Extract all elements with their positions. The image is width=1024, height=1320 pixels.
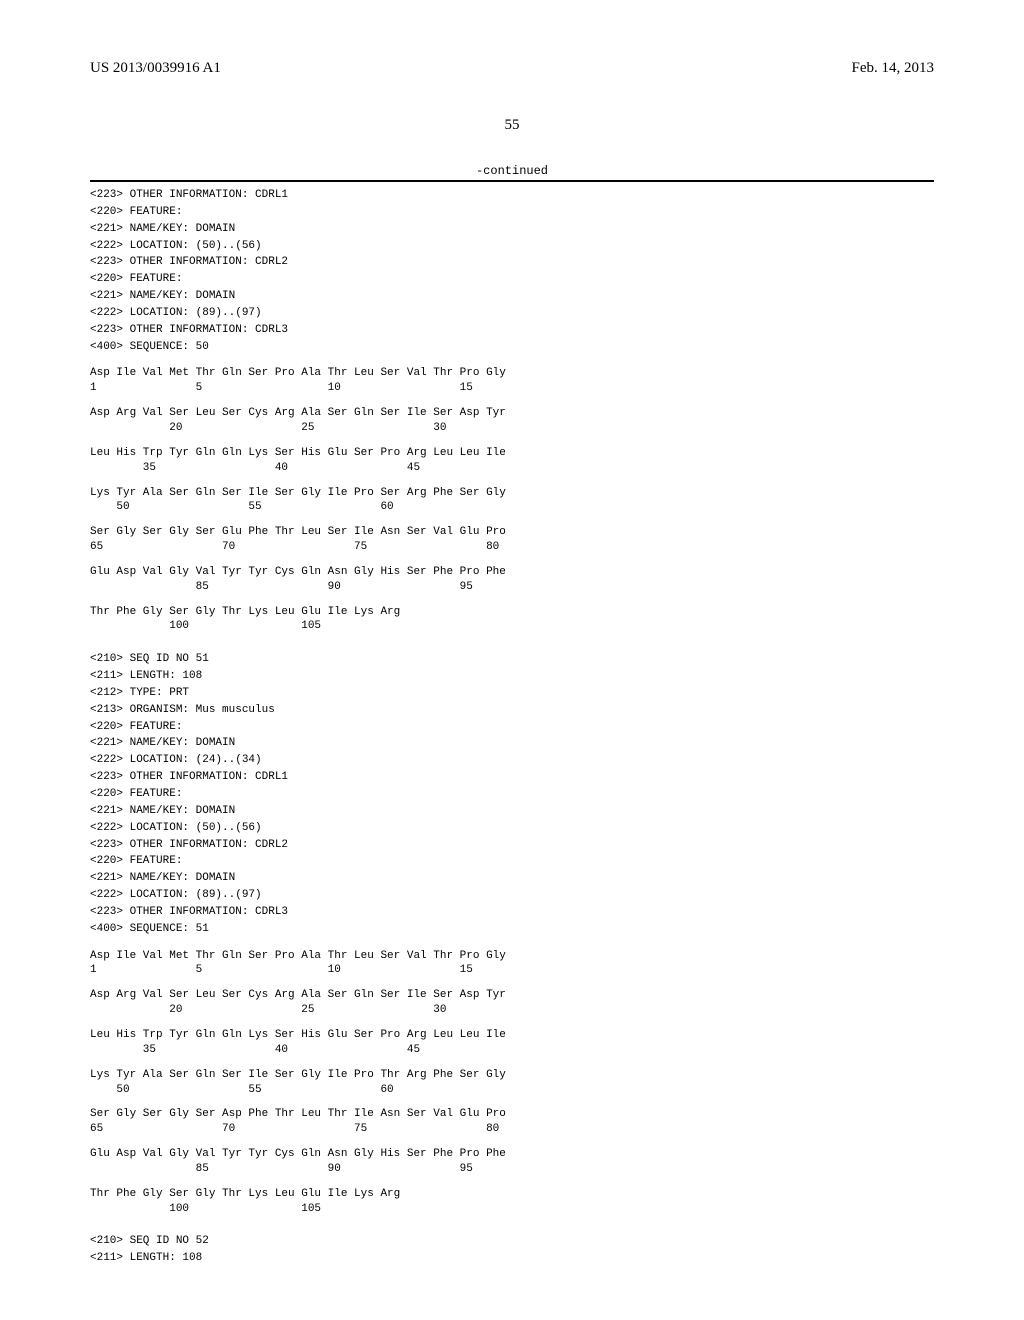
spacer: [90, 1058, 934, 1068]
seq-header-line: <222> LOCATION: (89)..(97): [90, 888, 934, 903]
seq-header-line: <220> FEATURE:: [90, 854, 934, 869]
seq-num-row: 65 70 75 80: [90, 540, 934, 555]
spacer: [90, 595, 934, 605]
seq-header-line: <221> NAME/KEY: DOMAIN: [90, 804, 934, 819]
seq-aa-row: Leu His Trp Tyr Gln Gln Lys Ser His Glu …: [90, 446, 934, 461]
seq-aa-row: Asp Ile Val Met Thr Gln Ser Pro Ala Thr …: [90, 949, 934, 964]
seq-header-line: <211> LENGTH: 108: [90, 669, 934, 684]
seq-header-line: <220> FEATURE:: [90, 787, 934, 802]
seq-num-row: 85 90 95: [90, 580, 934, 595]
seq-header-line: <400> SEQUENCE: 51: [90, 922, 934, 937]
seq50-header: <223> OTHER INFORMATION: CDRL1 <220> FEA…: [90, 188, 934, 354]
seq-header-line: <210> SEQ ID NO 52: [90, 1234, 934, 1249]
spacer: [90, 1018, 934, 1028]
seq51-header: <210> SEQ ID NO 51 <211> LENGTH: 108 <21…: [90, 652, 934, 936]
seq-aa-row: Leu His Trp Tyr Gln Gln Lys Ser His Glu …: [90, 1028, 934, 1043]
seq-header-line: <223> OTHER INFORMATION: CDRL2: [90, 838, 934, 853]
seq-header-line: <221> NAME/KEY: DOMAIN: [90, 871, 934, 886]
seq-header-line: <220> FEATURE:: [90, 272, 934, 287]
page-number: 55: [90, 117, 934, 134]
page-header: US 2013/0039916 A1 Feb. 14, 2013: [90, 60, 934, 77]
seq-header-line: <400> SEQUENCE: 50: [90, 340, 934, 355]
seq-header-line: <221> NAME/KEY: DOMAIN: [90, 222, 934, 237]
seq-aa-row: Glu Asp Val Gly Val Tyr Tyr Cys Gln Asn …: [90, 565, 934, 580]
seq-num-row: 50 55 60: [90, 1083, 934, 1098]
spacer: [90, 978, 934, 988]
doc-number: US 2013/0039916 A1: [90, 60, 221, 77]
seq-header-line: <223> OTHER INFORMATION: CDRL1: [90, 770, 934, 785]
spacer: [90, 939, 934, 949]
seq-header-line: <222> LOCATION: (24)..(34): [90, 753, 934, 768]
seq-header-line: <220> FEATURE:: [90, 720, 934, 735]
seq-num-row: 20 25 30: [90, 421, 934, 436]
seq-header-line: <222> LOCATION: (89)..(97): [90, 306, 934, 321]
seq-header-line: <222> LOCATION: (50)..(56): [90, 821, 934, 836]
spacer: [90, 515, 934, 525]
seq-num-row: 1 5 10 15: [90, 963, 934, 978]
seq-header-line: <210> SEQ ID NO 51: [90, 652, 934, 667]
seq52-header: <210> SEQ ID NO 52 <211> LENGTH: 108: [90, 1234, 934, 1266]
seq-aa-row: Lys Tyr Ala Ser Gln Ser Ile Ser Gly Ile …: [90, 486, 934, 501]
seq-header-line: <223> OTHER INFORMATION: CDRL2: [90, 255, 934, 270]
seq-aa-row: Lys Tyr Ala Ser Gln Ser Ile Ser Gly Ile …: [90, 1068, 934, 1083]
seq-header-line: <220> FEATURE:: [90, 205, 934, 220]
seq-num-row: 20 25 30: [90, 1003, 934, 1018]
seq-aa-row: Ser Gly Ser Gly Ser Glu Phe Thr Leu Ser …: [90, 525, 934, 540]
seq51-body: Asp Ile Val Met Thr Gln Ser Pro Ala Thr …: [90, 949, 934, 1217]
seq-num-row: 35 40 45: [90, 461, 934, 476]
continued-label: -continued: [90, 164, 934, 178]
page: US 2013/0039916 A1 Feb. 14, 2013 55 -con…: [0, 0, 1024, 1320]
spacer: [90, 555, 934, 565]
seq-header-line: <221> NAME/KEY: DOMAIN: [90, 289, 934, 304]
seq-aa-row: Ser Gly Ser Gly Ser Asp Phe Thr Leu Thr …: [90, 1107, 934, 1122]
spacer: [90, 634, 934, 652]
spacer: [90, 436, 934, 446]
seq-aa-row: Glu Asp Val Gly Val Tyr Tyr Cys Gln Asn …: [90, 1147, 934, 1162]
seq-aa-row: Thr Phe Gly Ser Gly Thr Lys Leu Glu Ile …: [90, 605, 934, 620]
seq-num-row: 65 70 75 80: [90, 1122, 934, 1137]
seq-header-line: <211> LENGTH: 108: [90, 1251, 934, 1266]
seq-header-line: <223> OTHER INFORMATION: CDRL3: [90, 323, 934, 338]
seq-num-row: 35 40 45: [90, 1043, 934, 1058]
seq-header-line: <221> NAME/KEY: DOMAIN: [90, 736, 934, 751]
seq-aa-row: Thr Phe Gly Ser Gly Thr Lys Leu Glu Ile …: [90, 1187, 934, 1202]
seq-aa-row: Asp Arg Val Ser Leu Ser Cys Arg Ala Ser …: [90, 988, 934, 1003]
seq-num-row: 85 90 95: [90, 1162, 934, 1177]
seq-header-line: <212> TYPE: PRT: [90, 686, 934, 701]
spacer: [90, 1216, 934, 1234]
spacer: [90, 1177, 934, 1187]
spacer: [90, 476, 934, 486]
seq-aa-row: Asp Arg Val Ser Leu Ser Cys Arg Ala Ser …: [90, 406, 934, 421]
seq-num-row: 50 55 60: [90, 500, 934, 515]
seq-header-line: <223> OTHER INFORMATION: CDRL1: [90, 188, 934, 203]
seq-num-row: 100 105: [90, 619, 934, 634]
seq-num-row: 100 105: [90, 1202, 934, 1217]
spacer: [90, 396, 934, 406]
seq-header-line: <222> LOCATION: (50)..(56): [90, 239, 934, 254]
spacer: [90, 1137, 934, 1147]
spacer: [90, 1097, 934, 1107]
seq-header-line: <213> ORGANISM: Mus musculus: [90, 703, 934, 718]
top-rule: [90, 180, 934, 182]
seq-aa-row: Asp Ile Val Met Thr Gln Ser Pro Ala Thr …: [90, 366, 934, 381]
seq-header-line: <223> OTHER INFORMATION: CDRL3: [90, 905, 934, 920]
seq-num-row: 1 5 10 15: [90, 381, 934, 396]
seq50-body: Asp Ile Val Met Thr Gln Ser Pro Ala Thr …: [90, 366, 934, 634]
spacer: [90, 356, 934, 366]
doc-date: Feb. 14, 2013: [852, 60, 935, 77]
